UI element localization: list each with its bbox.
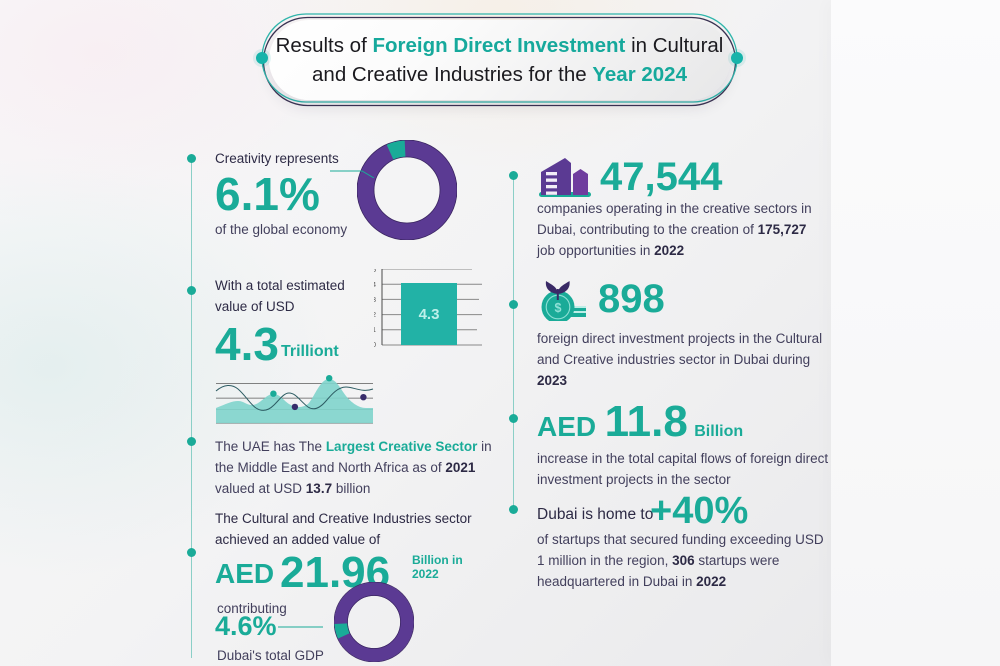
svg-text:$: $ [555, 301, 562, 315]
svg-text:4.3: 4.3 [419, 306, 440, 323]
svg-text:2: 2 [374, 312, 376, 319]
svg-text:4: 4 [374, 282, 376, 289]
svg-text:3: 3 [374, 297, 376, 304]
svg-text:1: 1 [374, 327, 376, 334]
svg-text:5: 5 [374, 269, 376, 274]
svg-text:0: 0 [374, 342, 376, 349]
